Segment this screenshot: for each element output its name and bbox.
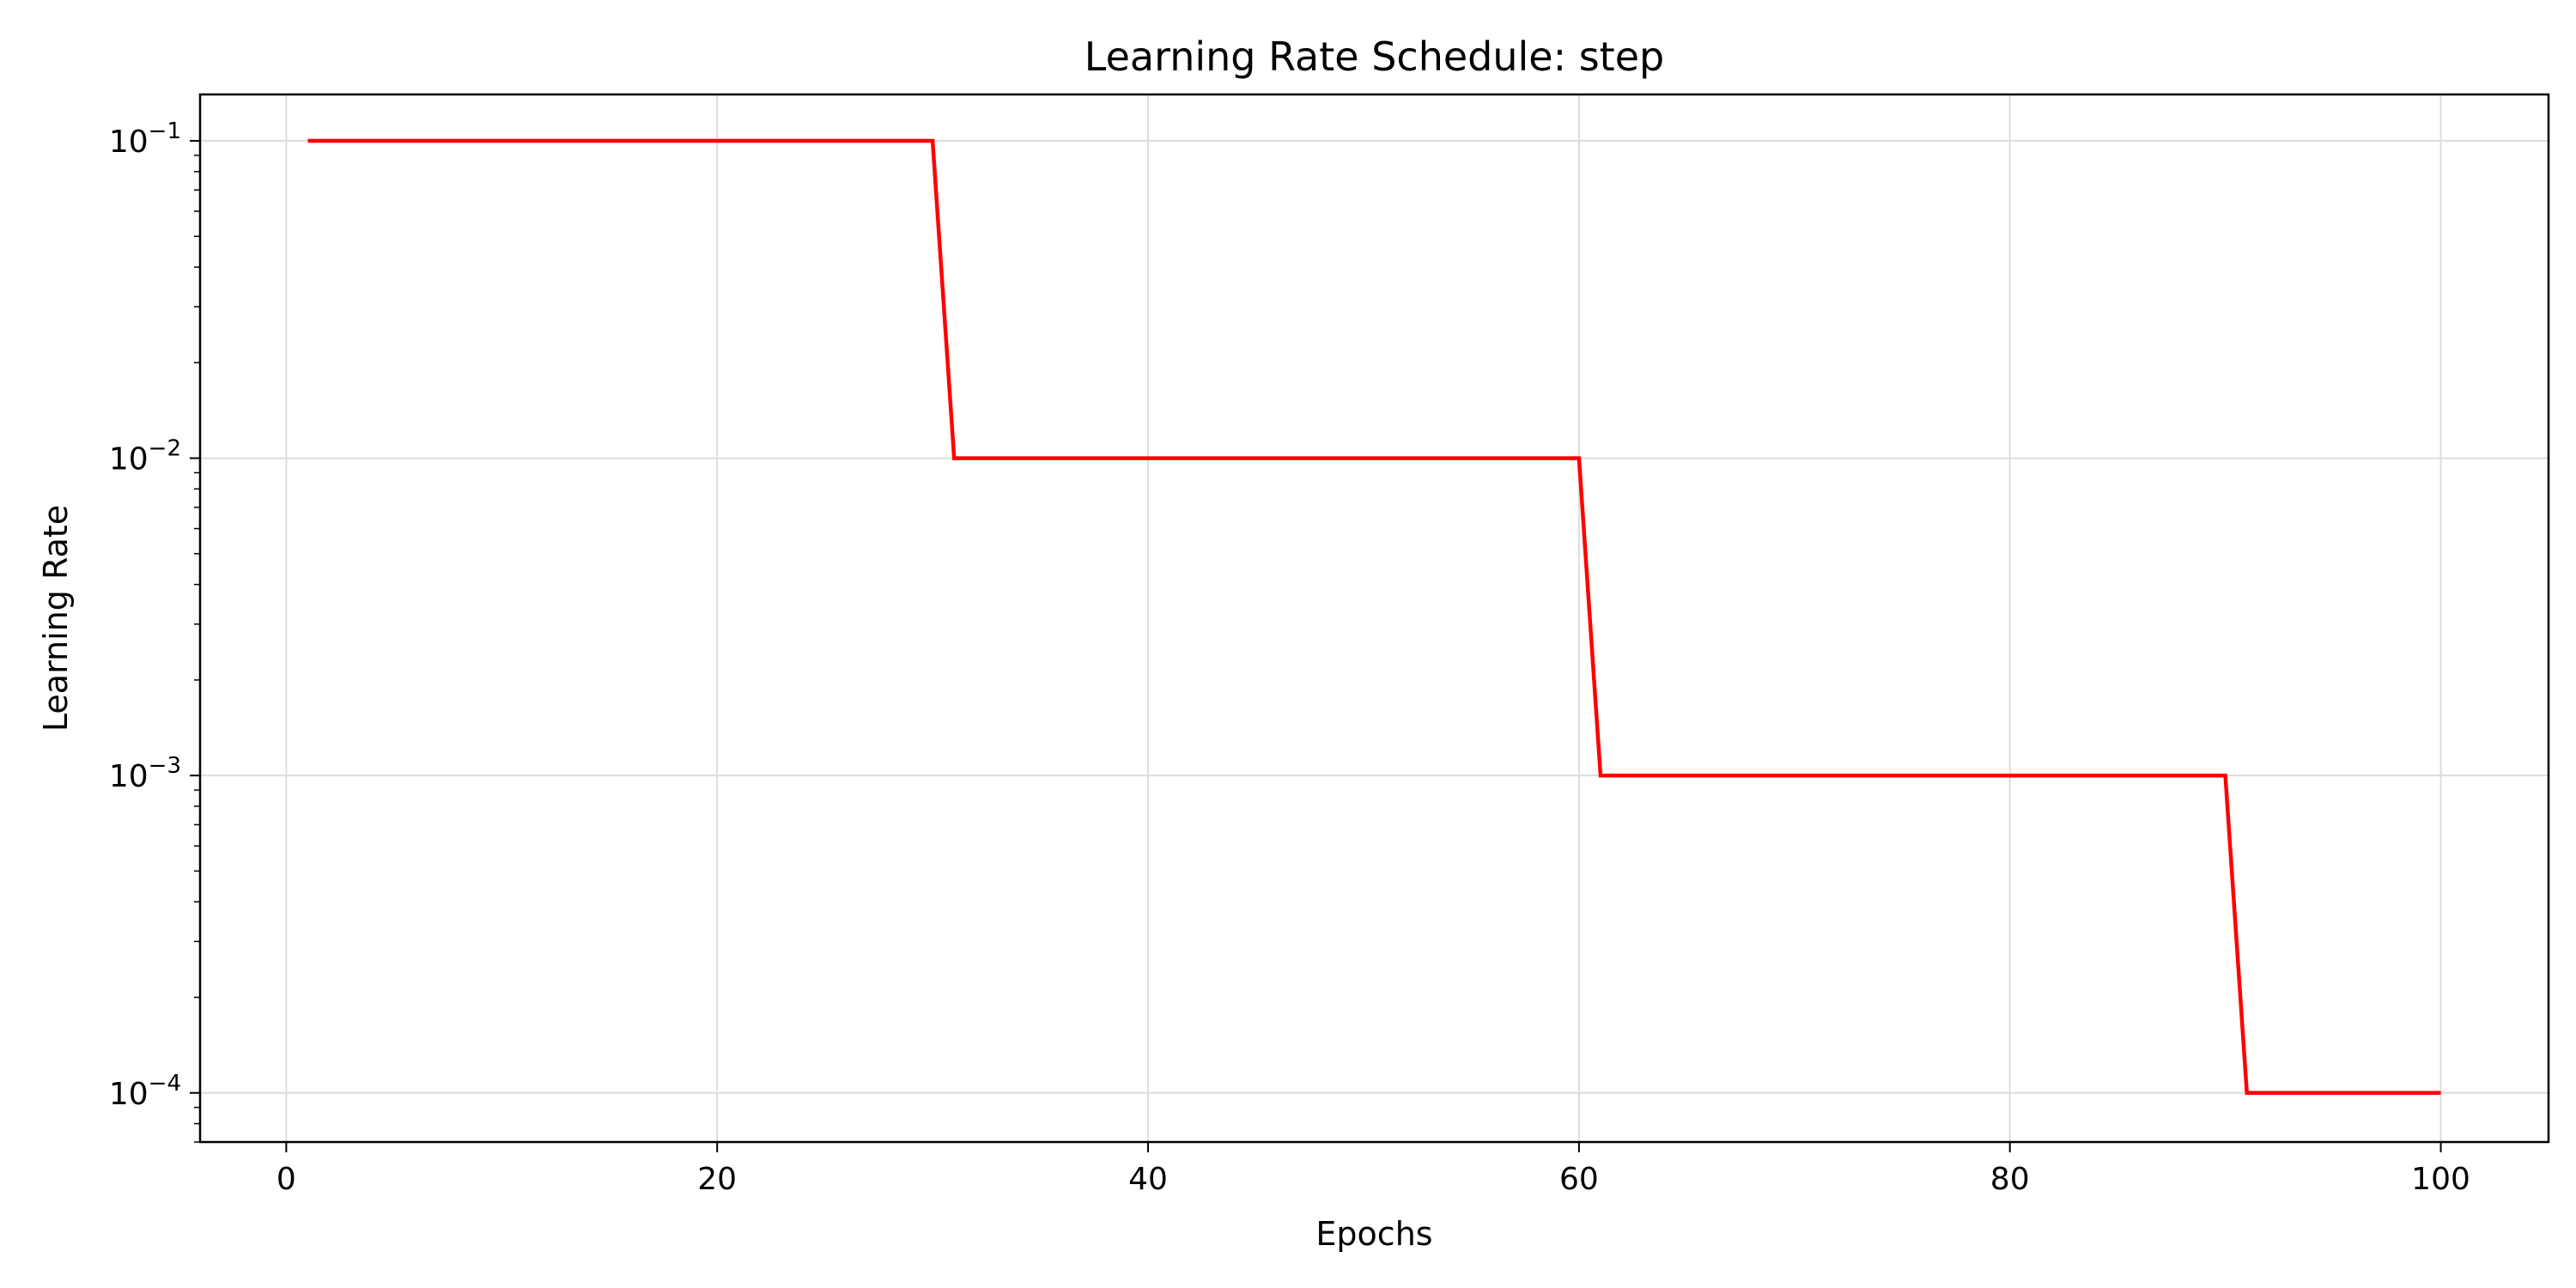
chart-title: Learning Rate Schedule: step <box>1084 33 1664 80</box>
x-tick-label: 60 <box>1559 1162 1599 1197</box>
y-tick-label: 10−1 <box>109 118 181 160</box>
series-layer <box>307 138 2441 1096</box>
axis-ticks: 0 20 40 60 80 100 10−1 10−2 10−3 10−4 <box>109 118 2470 1197</box>
y-axis-title: Learning Rate <box>37 505 75 732</box>
y-tick-label: 10−4 <box>109 1071 181 1112</box>
y-tick-label: 10−2 <box>109 436 181 477</box>
series-line <box>307 138 2441 1096</box>
x-tick-label: 40 <box>1128 1162 1168 1197</box>
x-tick-label: 20 <box>697 1162 737 1197</box>
plot-frame <box>198 93 2550 1144</box>
x-axis-title: Epochs <box>1315 1215 1432 1253</box>
x-tick-label: 80 <box>1990 1162 2030 1197</box>
y-tick-label: 10−3 <box>109 753 181 794</box>
x-tick-label: 0 <box>276 1162 296 1197</box>
x-tick-label: 100 <box>2411 1162 2470 1197</box>
